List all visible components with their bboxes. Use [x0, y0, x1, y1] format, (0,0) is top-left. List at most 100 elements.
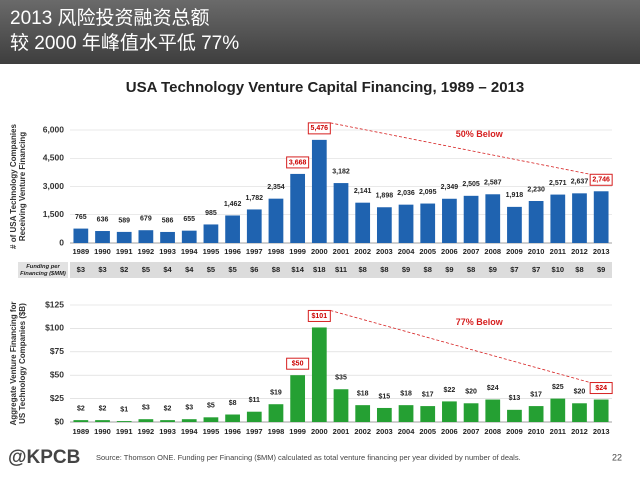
bar — [290, 375, 306, 422]
x-tick-label: 1992 — [138, 427, 155, 436]
row-cell: $9 — [445, 265, 453, 274]
row-label: Financing ($MM) — [20, 271, 66, 277]
bar — [463, 403, 479, 422]
data-label: $3 — [142, 405, 150, 412]
annotation: 50% Below — [456, 129, 504, 139]
row-cell: $9 — [597, 265, 605, 274]
x-tick-label: 1996 — [224, 247, 241, 256]
bar — [73, 420, 89, 422]
bar — [593, 399, 609, 422]
bar — [398, 204, 414, 243]
bar — [181, 419, 197, 422]
bar — [268, 404, 284, 422]
y-tick-label: 6,000 — [43, 124, 65, 134]
data-label: $35 — [335, 375, 347, 382]
bar — [507, 206, 522, 243]
data-label: $1 — [120, 406, 128, 413]
row-cell: $8 — [424, 265, 432, 274]
data-label: $8 — [229, 400, 237, 407]
data-label: 2,141 — [354, 188, 372, 195]
bar — [246, 411, 262, 422]
bar — [73, 228, 89, 243]
y-axis-label: US Technology Companies ($B) — [18, 303, 27, 424]
x-tick-label: 1990 — [94, 427, 111, 436]
data-label: 589 — [118, 217, 130, 224]
bar — [528, 201, 544, 243]
data-label: $18 — [400, 390, 412, 397]
bar — [333, 389, 349, 422]
logo: @KPCB — [8, 447, 80, 468]
x-tick-label: 2004 — [398, 247, 416, 256]
x-tick-label: 1990 — [94, 247, 111, 256]
data-label: 1,898 — [376, 193, 394, 200]
bar — [138, 419, 154, 422]
y-tick-label: 1,500 — [43, 209, 65, 219]
bar — [398, 405, 414, 422]
bar — [95, 420, 110, 422]
bar — [203, 224, 219, 243]
bar — [485, 399, 501, 422]
data-label: $5 — [207, 403, 215, 410]
bar — [138, 230, 154, 243]
data-label: $17 — [422, 391, 434, 398]
x-tick-label: 1997 — [246, 247, 263, 256]
data-label: $2 — [99, 405, 107, 412]
bar — [95, 231, 110, 243]
bar — [572, 193, 587, 243]
data-label: $3 — [185, 405, 193, 412]
bar — [160, 420, 175, 422]
x-tick-label: 1989 — [72, 427, 89, 436]
x-tick-label: 2009 — [506, 427, 523, 436]
x-tick-label: 2002 — [354, 247, 371, 256]
bar — [246, 209, 262, 243]
bar — [442, 401, 457, 422]
data-label: 1,462 — [224, 201, 242, 208]
data-label: $101 — [312, 313, 328, 320]
x-tick-label: 2005 — [419, 427, 436, 436]
header-title: 较 2000 年峰值水平低 77% — [10, 32, 239, 54]
data-label: $13 — [509, 395, 521, 402]
data-label: 3,182 — [332, 168, 350, 175]
x-tick-label: 2000 — [311, 247, 328, 256]
row-cell: $11 — [335, 265, 347, 274]
x-tick-label: 2000 — [311, 427, 328, 436]
data-label: $50 — [292, 361, 304, 368]
bar — [593, 191, 609, 243]
bar — [550, 398, 566, 422]
bar — [376, 407, 392, 422]
row-cell: $5 — [228, 265, 236, 274]
data-label: 765 — [75, 214, 87, 221]
x-tick-label: 2009 — [506, 247, 523, 256]
row-cell: $14 — [291, 265, 304, 274]
y-tick-label: $75 — [50, 346, 64, 356]
y-axis-label: Aggregate Venture Financing for — [9, 301, 18, 425]
x-tick-label: 1991 — [116, 427, 133, 436]
y-tick-label: 3,000 — [43, 181, 65, 191]
bar — [181, 230, 197, 243]
y-tick-label: $125 — [45, 299, 64, 309]
data-label: $2 — [164, 405, 172, 412]
bar — [550, 194, 566, 243]
x-tick-label: 2006 — [441, 427, 458, 436]
x-tick-label: 1992 — [138, 247, 155, 256]
data-label: $24 — [487, 385, 499, 392]
y-tick-label: $25 — [50, 393, 64, 403]
x-tick-label: 1999 — [289, 247, 306, 256]
row-band — [70, 262, 612, 278]
data-label: 655 — [183, 216, 195, 223]
x-tick-label: 1989 — [72, 247, 89, 256]
highlight-box — [307, 122, 331, 135]
bar — [268, 198, 284, 243]
header-title: 2013 风险投资融资总额 — [10, 7, 210, 29]
row-cell: $6 — [250, 265, 258, 274]
highlight-box — [589, 173, 613, 186]
highlight-box — [286, 156, 310, 169]
row-label: Funding per — [26, 264, 60, 270]
y-tick-label: $50 — [50, 369, 64, 379]
y-tick-label: 4,500 — [43, 153, 65, 163]
row-cell: $3 — [77, 265, 85, 274]
x-tick-label: 2003 — [376, 427, 393, 436]
data-label: $18 — [357, 390, 369, 397]
data-label: $24 — [595, 385, 607, 392]
